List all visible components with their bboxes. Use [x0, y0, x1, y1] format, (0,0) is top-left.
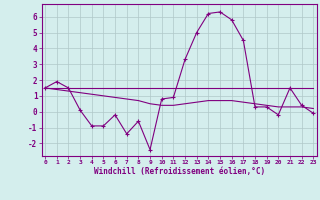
X-axis label: Windchill (Refroidissement éolien,°C): Windchill (Refroidissement éolien,°C) [94, 167, 265, 176]
